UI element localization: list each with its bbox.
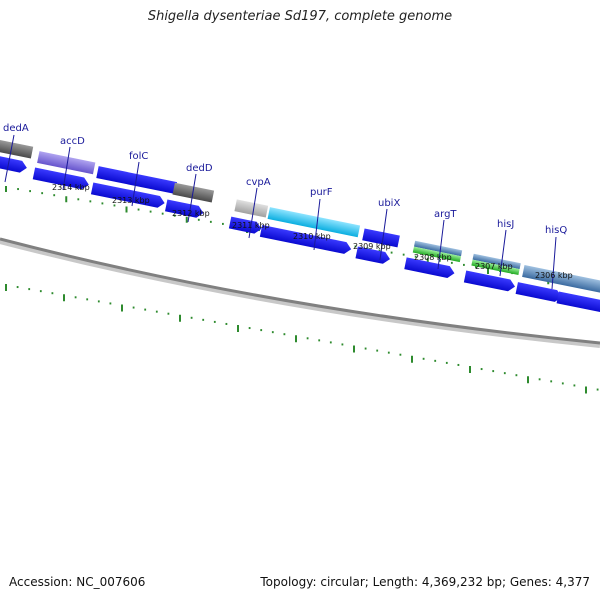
cds-arrow-purF[interactable] (259, 224, 353, 255)
gene-label-accD[interactable]: accD (60, 136, 85, 147)
gene-label-cvpA[interactable]: cvpA (246, 177, 271, 188)
accession-label: Accession: NC_007606 (9, 575, 146, 589)
genome-summary: Topology: circular; Length: 4,369,232 bp… (260, 575, 590, 589)
cds-arrow-dedD[interactable] (165, 199, 205, 219)
kbp-label-2312: 2312 kbp (172, 209, 210, 218)
cds-arrow-accD[interactable] (32, 167, 90, 191)
gene-leader-lines (4, 134, 557, 290)
cds-arrow-hisQ[interactable] (515, 282, 563, 303)
kbp-label-2308: 2308 kbp (414, 253, 452, 262)
cyan-feature-purF[interactable] (267, 207, 361, 238)
gene-label-hisQ[interactable]: hisQ (545, 225, 567, 236)
cds-arrow-1[interactable] (0, 154, 28, 174)
gene-label-hisJ[interactable]: hisJ (497, 219, 514, 230)
kbp-label-2311: 2311 kbp (232, 221, 270, 230)
light-gray-feature[interactable] (234, 199, 269, 218)
lower-tick-scale (5, 284, 599, 394)
kbp-label-2307: 2307 kbp (475, 262, 513, 271)
kbp-label-2314: 2314 kbp (52, 183, 90, 192)
green-feature-argT[interactable] (412, 246, 461, 263)
cds-arrow-hisM[interactable] (556, 291, 600, 316)
kbp-label-2313: 2313 kbp (112, 196, 150, 205)
cds-arrow-folC[interactable] (90, 182, 166, 209)
kbp-label-2310: 2310 kbp (293, 232, 331, 241)
cds-arrow-ubiX[interactable] (355, 246, 391, 265)
gene-label-purF[interactable]: purF (310, 187, 333, 198)
gene-label-ubiX[interactable]: ubiX (378, 198, 400, 209)
kbp-label-2309: 2309 kbp (353, 242, 391, 251)
gene-label-argT[interactable]: argT (434, 209, 457, 220)
steel-feature-argT[interactable] (413, 240, 463, 257)
blue-feature-ubiX[interactable] (362, 228, 400, 248)
steel-feature-hisQ[interactable] (522, 265, 600, 295)
gene-label-dedD[interactable]: dedD (186, 163, 213, 174)
genome-backbone (0, 237, 600, 345)
map-title: Shigella dysenteriae Sd197, complete gen… (147, 9, 453, 24)
cds-arrow-hisJ[interactable] (463, 270, 516, 293)
purple-feature[interactable] (37, 151, 96, 175)
cds-arrow-cvpA[interactable] (228, 216, 263, 235)
gray-feature-left[interactable] (0, 137, 34, 159)
green-feature-hisJ[interactable] (471, 259, 520, 276)
kbp-label-2306: 2306 kbp (535, 271, 573, 280)
cds-arrow-argT[interactable] (404, 257, 455, 279)
steel-feature-hisJ[interactable] (472, 253, 521, 270)
blue-feature-folC[interactable] (96, 166, 178, 194)
gene-label-dedA[interactable]: dedA (3, 123, 29, 134)
backbone-shadow (0, 238, 600, 348)
gene-label-folC[interactable]: folC (129, 151, 148, 162)
